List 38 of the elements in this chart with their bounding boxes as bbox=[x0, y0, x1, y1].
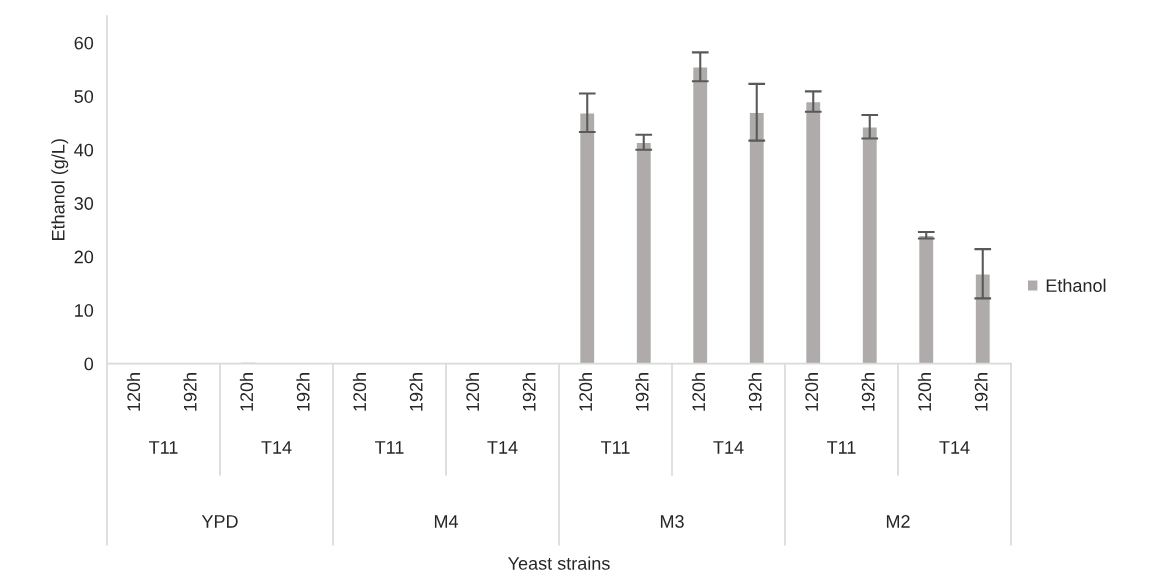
x-tick-label: 120h bbox=[126, 373, 141, 411]
x-tick-label: 192h bbox=[296, 373, 310, 411]
x-tick-label: 120h bbox=[691, 373, 706, 411]
y-tick-label: 50 bbox=[74, 90, 94, 103]
text: T14 bbox=[487, 441, 518, 454]
y-tick-label: 60 bbox=[74, 36, 94, 50]
x-tick-label: 192h bbox=[861, 373, 875, 411]
text: YPD bbox=[201, 515, 238, 528]
x-tick-label: 192h bbox=[974, 373, 988, 411]
x-tick-label: 120h bbox=[804, 373, 819, 411]
x-tick-label: 192h bbox=[748, 373, 762, 411]
x-tick-label: 192h bbox=[183, 373, 197, 411]
x-tick-label: 120h bbox=[465, 373, 480, 411]
x-tick-label: 120h bbox=[917, 373, 932, 411]
y-tick-label: 20 bbox=[74, 250, 94, 264]
text: Yeast strains bbox=[508, 556, 610, 570]
y-axis-title: Ethanol (g/L) bbox=[51, 139, 69, 240]
text: T14 bbox=[939, 441, 970, 454]
y-tick-label: 30 bbox=[74, 197, 94, 210]
text: M3 bbox=[660, 515, 684, 528]
text: T11 bbox=[375, 441, 404, 454]
text: T11 bbox=[601, 441, 630, 454]
x-tick-label: 192h bbox=[409, 373, 423, 411]
x-tick-label: 192h bbox=[522, 373, 536, 411]
x-tick-label: 120h bbox=[352, 373, 367, 411]
y-tick-label: 10 bbox=[75, 304, 94, 317]
text: T14 bbox=[261, 441, 292, 454]
text: T11 bbox=[149, 441, 178, 454]
text: T14 bbox=[713, 441, 744, 454]
x-tick-label: 192h bbox=[635, 373, 649, 411]
text: M2 bbox=[886, 515, 910, 528]
x-tick-label: 120h bbox=[239, 373, 254, 411]
legend-label: Ethanol bbox=[1046, 278, 1106, 292]
text: T11 bbox=[827, 441, 856, 454]
x-tick-label: 120h bbox=[578, 373, 593, 411]
y-tick-label: 40 bbox=[74, 143, 94, 157]
text: M4 bbox=[434, 515, 459, 528]
y-tick-label: 0 bbox=[84, 357, 94, 371]
